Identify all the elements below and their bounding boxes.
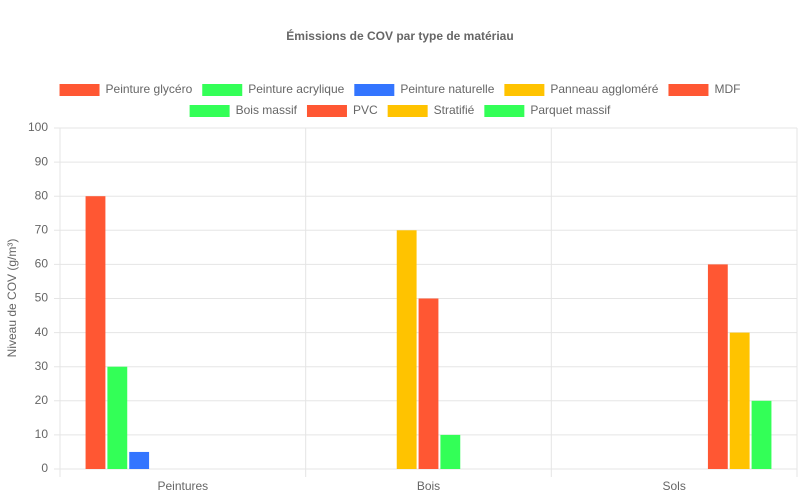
bar	[751, 400, 772, 469]
legend-swatch	[306, 105, 347, 117]
bar	[729, 332, 750, 469]
bar	[707, 264, 728, 469]
y-tick-label: 30	[35, 359, 49, 373]
y-tick-label: 50	[35, 291, 49, 305]
y-tick-label: 100	[28, 120, 48, 134]
bar	[418, 298, 439, 469]
legend-label: Panneau aggloméré	[550, 82, 658, 96]
legend-swatch	[484, 105, 525, 117]
bar	[129, 451, 150, 469]
y-tick-label: 20	[35, 393, 49, 407]
y-tick-label: 60	[35, 257, 49, 271]
x-tick-label: Bois	[417, 479, 440, 493]
x-tick-label: Sols	[662, 479, 685, 493]
legend-label: Peinture naturelle	[400, 82, 494, 96]
bar	[85, 196, 106, 469]
legend-swatch	[504, 84, 545, 96]
legend-swatch	[387, 105, 428, 117]
y-tick-label: 90	[35, 154, 49, 168]
legend-label: Parquet massif	[530, 103, 611, 117]
legend-swatch	[354, 84, 395, 96]
legend-swatch	[59, 84, 100, 96]
legend-label: PVC	[353, 103, 378, 117]
legend-label: Stratifié	[434, 103, 475, 117]
legend-label: Bois massif	[236, 103, 298, 117]
legend-swatch	[189, 105, 230, 117]
y-tick-label: 10	[35, 427, 49, 441]
y-tick-label: 80	[35, 188, 49, 202]
x-tick-label: Peintures	[157, 479, 208, 493]
legend-label: Peinture glycéro	[106, 82, 193, 96]
y-tick-label: 70	[35, 222, 49, 236]
y-tick-label: 40	[35, 325, 49, 339]
legend-label: MDF	[714, 82, 740, 96]
chart-title: Émissions de COV par type de matériau	[286, 28, 513, 43]
bar	[440, 434, 461, 469]
legend-swatch	[202, 84, 243, 96]
legend-swatch	[668, 84, 709, 96]
bar	[396, 230, 417, 469]
legend-label: Peinture acrylique	[248, 82, 344, 96]
y-axis-label: Niveau de COV (g/m³)	[5, 239, 19, 358]
y-tick-label: 0	[41, 461, 48, 475]
bar	[107, 366, 128, 469]
